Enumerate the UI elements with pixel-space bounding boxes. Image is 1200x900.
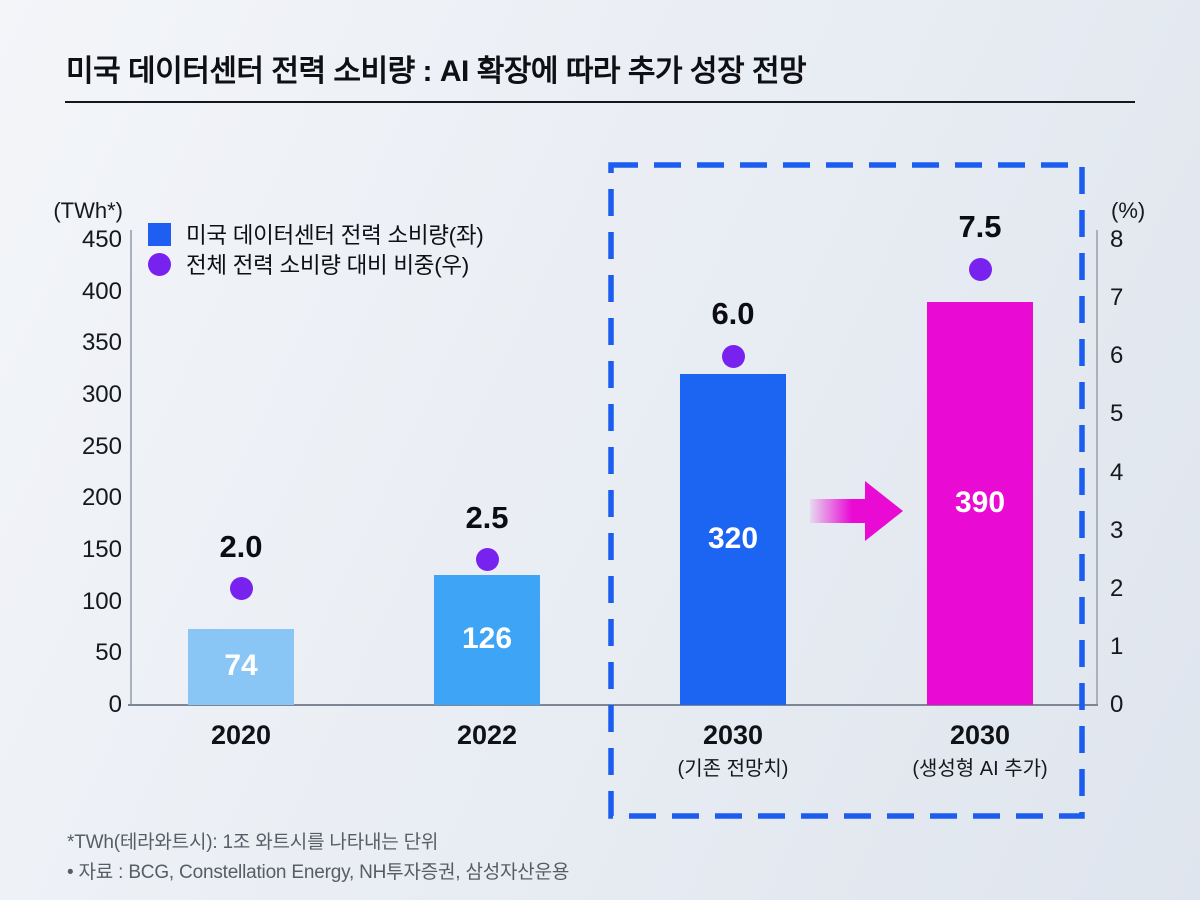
bar-2030 [927, 302, 1033, 705]
left-axis-tick-label: 150 [81, 536, 122, 563]
right-axis-tick-label: 0 [1110, 691, 1124, 718]
category-label: 2022 [456, 720, 518, 750]
legend-item-label: 전체 전력 소비량 대비 비중(우) [186, 253, 469, 278]
left-axis-tick-label: 450 [81, 226, 122, 253]
left-axis-tick-label: 250 [81, 432, 122, 460]
bar-2020 [188, 628, 294, 705]
page-title: 미국 데이터센터 전력 소비량 : AI 확장에 따라 추가 성장 전망 [66, 55, 807, 88]
ratio-dot [968, 257, 992, 281]
right-axis-line [1096, 230, 1098, 705]
bar-2030 [680, 374, 786, 705]
right-axis-tick-label: 7 [1110, 284, 1124, 312]
ratio-dot [475, 548, 499, 572]
left-axis-tick-label: 0 [108, 691, 122, 718]
category-note: (기존 전망치) [677, 758, 789, 780]
ratio-value-label: 2.0 [219, 528, 263, 564]
category-label: 2030 [702, 720, 764, 750]
right-axis-tick-label: 1 [1110, 632, 1124, 660]
legend: 미국 데이터센터 전력 소비량(좌) 전체 전력 소비량 대비 비중(우) [148, 219, 484, 279]
category-label: 2020 [210, 720, 272, 750]
right-axis-tick-label: 5 [1110, 400, 1124, 428]
left-axis-tick-label: 300 [81, 381, 122, 408]
right-axis-tick-label: 2 [1110, 574, 1124, 602]
left-axis-line [130, 230, 132, 705]
ratio-dot [229, 577, 253, 601]
dot-series-swatch-icon [148, 252, 171, 276]
footnotes: *TWh(테라와트시): 1조 와트시를 나타내는 단위 • 자료 : BCG,… [67, 828, 569, 888]
left-axis-unit-label: (TWh*) [53, 198, 123, 223]
left-axis-tick-label: 400 [81, 277, 122, 305]
bar-2022 [434, 574, 540, 705]
legend-item-consumption: 미국 데이터센터 전력 소비량(좌) [148, 219, 484, 249]
right-axis-tick-label: 6 [1110, 342, 1124, 370]
left-axis-tick-label: 350 [81, 329, 122, 357]
left-axis-tick-label: 100 [81, 587, 122, 615]
bar-series-swatch-icon [148, 222, 171, 246]
ratio-dot [721, 344, 745, 368]
left-axis-tick-label: 200 [81, 484, 122, 512]
title-underline [65, 101, 1135, 103]
bar-value-label: 74 [224, 648, 258, 682]
right-axis-unit-label: (%) [1111, 198, 1146, 223]
ratio-value-label: 7.5 [958, 209, 1002, 245]
right-axis-tick-label: 3 [1110, 516, 1124, 544]
ratio-value-label: 6.0 [711, 296, 755, 332]
bar-value-label: 390 [954, 485, 1006, 519]
footnote-sources: • 자료 : BCG, Constellation Energy, NH투자증권… [67, 862, 570, 883]
category-note: (생성형 AI 추가) [912, 758, 1048, 780]
category-label: 2030 [949, 720, 1011, 750]
bar-value-label: 126 [461, 621, 513, 655]
legend-item-ratio: 전체 전력 소비량 대비 비중(우) [148, 249, 483, 279]
ratio-value-label: 2.5 [465, 499, 509, 535]
growth-arrow-icon [810, 481, 903, 541]
footnote-twh-definition: *TWh(테라와트시): 1조 와트시를 나타내는 단위 [67, 832, 439, 853]
right-axis-tick-label: 8 [1110, 226, 1124, 253]
legend-item-label: 미국 데이터센터 전력 소비량(좌) [186, 223, 484, 248]
right-axis-tick-label: 4 [1110, 458, 1124, 486]
highlight-box-dashed-border [608, 162, 1085, 819]
bar-value-label: 320 [707, 521, 759, 555]
left-axis-tick-label: 50 [95, 639, 122, 667]
